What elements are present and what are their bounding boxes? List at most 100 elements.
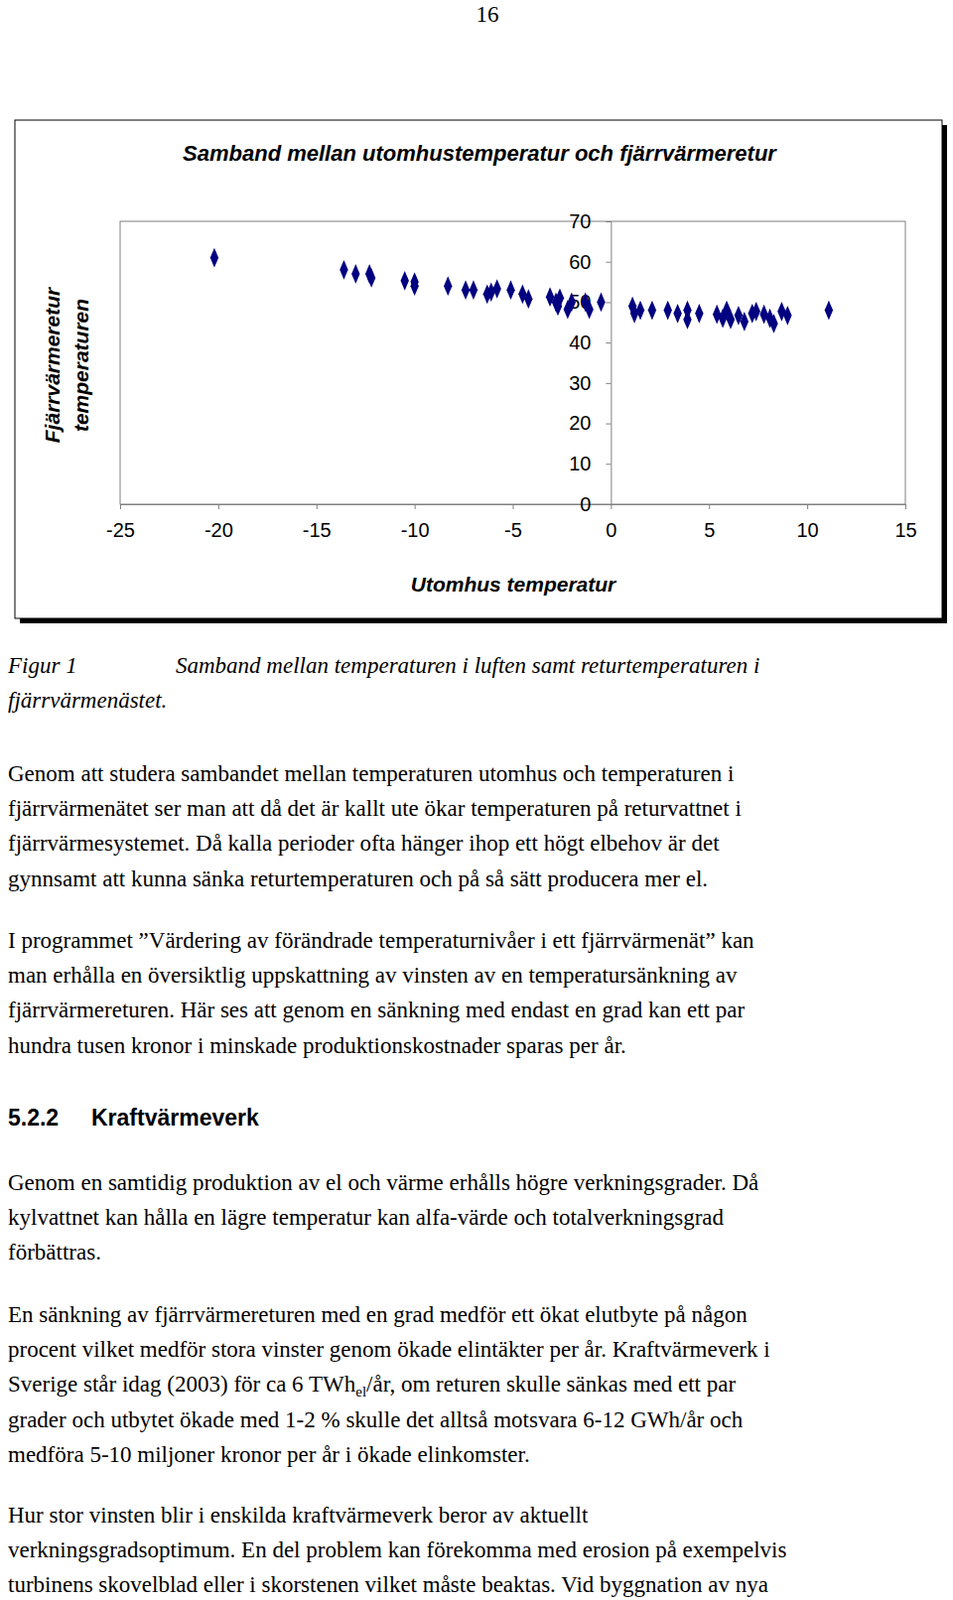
x-tick-label: 5 — [703, 519, 715, 542]
x-tick: 10 — [797, 504, 819, 542]
chart-frame — [14, 120, 943, 619]
page: 16 Samband mellan utomhustemperatur och f… — [0, 0, 953, 1600]
x-tick-mark — [513, 504, 515, 510]
paragraph-line: medföra 5-10 miljoner kronor per år i ök… — [7, 1442, 531, 1468]
paragraph-line: man erhålla en översiktlig uppskattning … — [7, 962, 738, 988]
paragraph-line: turbinens skovelblad eller i skorstenen … — [7, 1572, 769, 1598]
y-tick-mark — [605, 221, 611, 223]
x-tick: -5 — [504, 504, 523, 542]
point — [726, 309, 735, 330]
paragraph-line: I programmet ”Värdering av förändrade te… — [7, 928, 755, 953]
points — [210, 248, 833, 334]
y-tick-label: 60 — [568, 251, 591, 273]
x-tick: -15 — [302, 504, 332, 542]
point — [584, 299, 593, 320]
y-tick-mark — [605, 504, 611, 506]
x-tick-label: 10 — [797, 519, 819, 542]
point — [553, 296, 562, 317]
y-tick-mark — [605, 342, 611, 344]
x-tick-mark — [905, 504, 907, 510]
point — [636, 300, 645, 321]
point — [824, 300, 833, 321]
point — [524, 288, 533, 309]
x-tick-mark — [316, 504, 318, 510]
y-axis-line — [605, 222, 612, 506]
figure-caption: fjärrvärmenästet. — [7, 687, 167, 713]
paragraph-line: fjärrvärmenätet ser man att då det är ka… — [7, 796, 742, 821]
paragraph-line: En sänkning av fjärrvärmereturen med en … — [7, 1302, 748, 1328]
x-tick-mark — [120, 504, 122, 510]
x-tick-mark — [807, 504, 809, 510]
y-tick-label: 40 — [568, 331, 591, 354]
y-tick-label: 30 — [568, 372, 591, 395]
paragraph-line: kylvattnet kan hålla en lägre temperatur… — [7, 1205, 724, 1230]
point — [682, 309, 691, 330]
paragraph-line: Genom att studera sambandet mellan tempe… — [7, 761, 734, 787]
x-tick-label: 0 — [605, 519, 617, 542]
x-tick: 5 — [703, 504, 715, 542]
point — [409, 275, 418, 296]
paragraph-line: fjärrvärmereturen. Här ses att genom en … — [7, 997, 745, 1023]
point — [673, 303, 681, 324]
y-axis-title: Fjärrvärmeretur — [40, 285, 64, 443]
x-tick-label: -25 — [106, 519, 136, 542]
y-tick: 10 — [568, 452, 611, 475]
page-number: 16 — [476, 1, 500, 27]
paragraph-line: Genom en samtidig produktion av el och v… — [7, 1170, 759, 1196]
x-tick-mark — [708, 504, 710, 510]
y-tick-mark — [605, 301, 611, 303]
paragraph-line: grader och utbytet ökade med 1-2 % skull… — [7, 1407, 744, 1433]
point — [769, 313, 778, 334]
text-run: /år, om returen skulle sänkas med ett pa… — [366, 1371, 736, 1397]
chart-title: Samband mellan utomhustemperatur och fjä… — [182, 140, 778, 166]
x-tick: 0 — [605, 504, 617, 542]
y-tick: 60 — [568, 251, 611, 273]
y-tick: 70 — [568, 210, 611, 233]
point — [664, 300, 673, 321]
point — [694, 303, 703, 324]
x-tick: -20 — [204, 504, 234, 542]
x-axis-title: Utomhus temperatur — [410, 572, 618, 596]
point — [506, 279, 515, 300]
point — [567, 292, 576, 313]
paragraph-line: Sverige står idag (2003) för ca 6 TWhel/… — [7, 1371, 736, 1400]
point — [740, 311, 749, 332]
figure-caption: Samband mellan temperaturen i luften sam… — [175, 653, 760, 679]
x-tick-label: -15 — [302, 519, 332, 542]
paragraph-line: verkningsgradsoptimum. En del problem ka… — [7, 1537, 787, 1563]
point — [351, 264, 360, 284]
point — [648, 300, 657, 321]
x-tick: -10 — [401, 504, 430, 542]
x-tick-label: -5 — [504, 519, 523, 542]
y-tick-mark — [605, 383, 611, 385]
subscript: el — [355, 1383, 367, 1400]
x-tick-label: -10 — [401, 519, 430, 542]
paragraph-line: fjärrvärmesystemet. Då kalla perioder of… — [7, 830, 720, 856]
y-tick-label: 0 — [579, 493, 591, 516]
y-tick-mark — [605, 423, 611, 425]
y-tick: 30 — [568, 372, 611, 395]
point — [751, 301, 760, 322]
paragraph-line: procent vilket medför stora vinster geno… — [7, 1337, 771, 1362]
point — [339, 260, 348, 280]
plot-frame — [120, 221, 906, 505]
point — [487, 281, 496, 302]
point — [367, 268, 376, 288]
point — [596, 292, 605, 313]
point — [469, 279, 478, 300]
x-axis-line — [121, 505, 907, 511]
x-axis: -25 -20 -15 -10 -5 0 5 10 15 — [106, 504, 918, 542]
paragraph-line: förbättras. — [7, 1239, 102, 1265]
y-tick: 20 — [568, 411, 611, 434]
y-tick-mark — [605, 463, 611, 465]
point — [443, 275, 452, 296]
x-tick-mark — [218, 504, 220, 510]
point — [492, 278, 501, 299]
x-tick: 15 — [894, 504, 917, 542]
text-run: Sverige står idag (2003) för ca 6 TWh — [7, 1371, 357, 1397]
x-tick-label: -20 — [204, 519, 234, 542]
heading-number: 5.2.2 — [7, 1104, 59, 1131]
x-tick-label: 15 — [894, 519, 917, 542]
point — [461, 279, 470, 300]
y-tick: 0 — [579, 493, 611, 516]
